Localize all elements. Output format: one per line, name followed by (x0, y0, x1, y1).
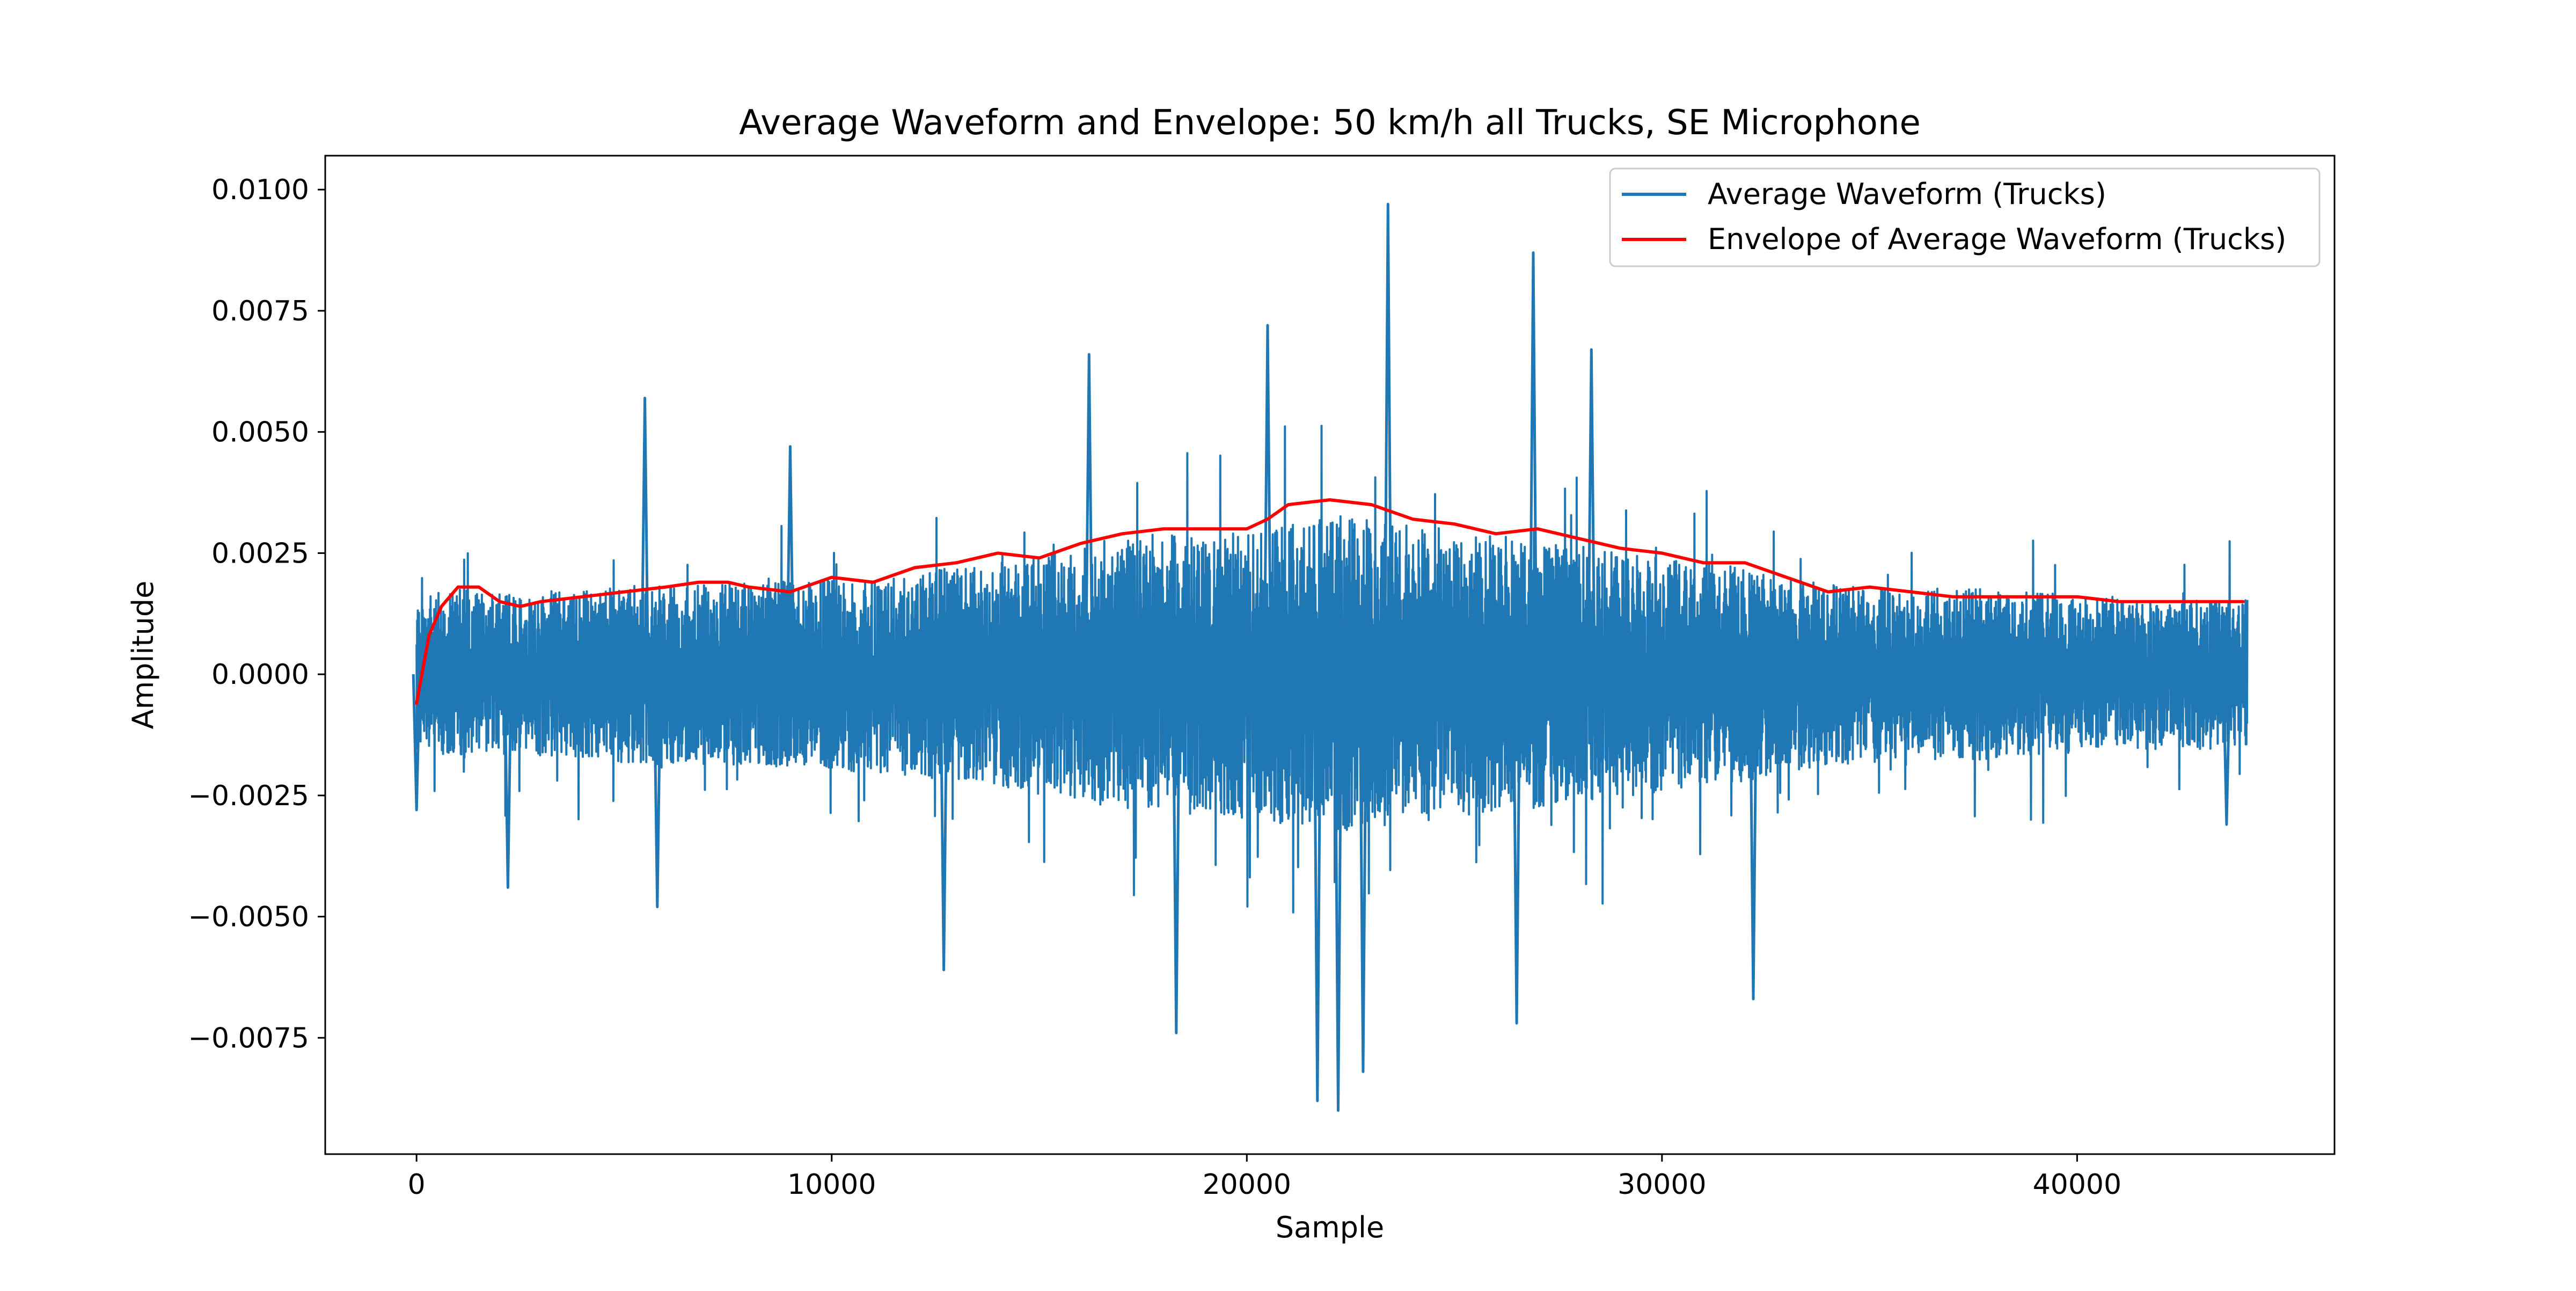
x-tick-label: 10000 (787, 1169, 876, 1201)
legend: Average Waveform (Trucks) Envelope of Av… (1609, 167, 2321, 267)
y-tick-label: 0.0050 (211, 417, 309, 449)
y-axis-label: Amplitude (126, 581, 160, 730)
waveform-peak-11 (1512, 674, 1521, 1025)
x-axis-ticks: 0 10000 20000 30000 40000 (408, 1154, 2121, 1201)
waveform-peak-16 (2222, 674, 2231, 826)
envelope-series-line (415, 498, 2245, 705)
x-axis-label: Sample (1276, 1210, 1384, 1244)
chart-title: Average Waveform and Envelope: 50 km/h a… (739, 103, 1921, 143)
waveform-peak-17 (412, 674, 421, 812)
waveform-peak-6 (1586, 348, 1596, 675)
waveform-peak-1 (785, 445, 795, 675)
waveform-peak-3 (1263, 324, 1272, 675)
waveform-peak-0 (640, 397, 650, 675)
x-tick-label: 40000 (2033, 1169, 2121, 1201)
x-tick-label: 20000 (1203, 1169, 1291, 1201)
legend-frame (1609, 167, 2321, 267)
plot-frame (324, 155, 2336, 1155)
y-tick-label: 0.0075 (211, 295, 309, 327)
waveform-peak-9 (1358, 674, 1368, 1073)
x-tick-label: 30000 (1618, 1169, 1706, 1201)
waveform-peak-4 (1383, 202, 1393, 675)
legend-label-waveform: Average Waveform (Trucks) (1708, 177, 2106, 211)
waveform-series-line (415, 425, 2249, 914)
plot-content (412, 202, 2249, 1112)
y-tick-label: −0.0050 (188, 901, 309, 933)
x-tick-label: 0 (408, 1169, 426, 1201)
y-tick-label: 0.0025 (211, 537, 309, 570)
y-axis-ticks: 0.0100 0.0075 0.0050 0.0025 0.0000 −0.0025 −0.… (188, 174, 325, 1054)
legend-label-envelope: Envelope of Average Waveform (Trucks) (1708, 222, 2286, 256)
waveform-peak-10 (1172, 674, 1181, 1034)
waveform-peak-7 (1313, 674, 1322, 1103)
y-tick-label: 0.0100 (211, 174, 309, 206)
waveform-peak-15 (503, 674, 513, 889)
y-tick-label: −0.0025 (188, 780, 309, 812)
waveform-peak-14 (653, 674, 662, 908)
y-tick-label: −0.0075 (188, 1022, 309, 1054)
waveform-peak-13 (939, 674, 949, 972)
waveform-peak-2 (1084, 353, 1094, 675)
waveform-peak-12 (1748, 674, 1758, 1001)
waveform-peak-5 (1528, 251, 1538, 675)
waveform-peak-8 (1334, 674, 1343, 1112)
y-tick-label: 0.0000 (211, 659, 309, 691)
